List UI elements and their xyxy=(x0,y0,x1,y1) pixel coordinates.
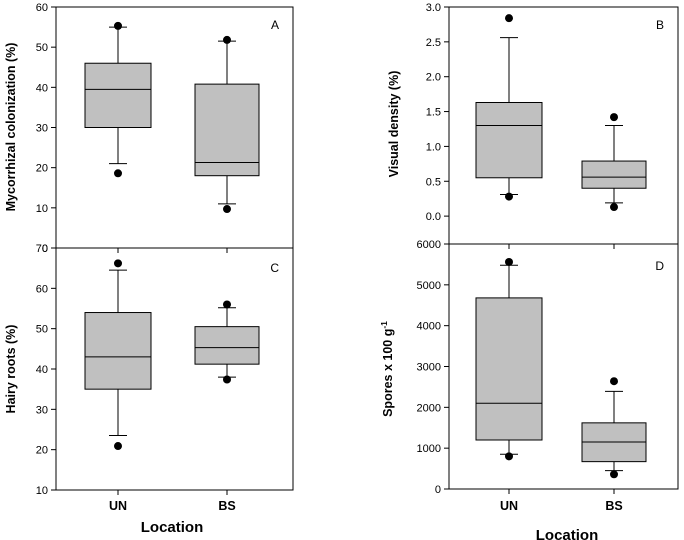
outlier-point-d-un xyxy=(505,257,513,266)
y-tick-label-c: 20 xyxy=(36,445,48,457)
outlier-point-a-bs xyxy=(223,35,231,44)
y-tick-label-c: 60 xyxy=(36,283,48,295)
y-tick-label-d: 0 xyxy=(435,484,441,496)
outlier-point-c-un xyxy=(114,442,122,451)
outlier-point-c-un xyxy=(114,259,122,268)
outlier-point-c-bs xyxy=(223,375,231,384)
y-tick-label-b: 1.5 xyxy=(426,107,441,119)
y-tick-label-b: 0.0 xyxy=(426,211,441,223)
y-tick-label-c: 50 xyxy=(36,324,48,336)
y-tick-label-a: 60 xyxy=(36,2,48,14)
panel-b: 0.0 0.5 1.0 1.5 2.0 2.5 3.0 B Visual density (%) xyxy=(387,2,679,249)
category-label-bs: BS xyxy=(605,499,622,513)
category-label-bs: BS xyxy=(218,499,235,513)
outlier-point-b-bs xyxy=(610,203,618,212)
y-tick-label-c: 70 xyxy=(36,243,48,255)
x-axis-label-left: Location xyxy=(141,519,204,536)
y-tick-label-b: 3.0 xyxy=(426,2,441,14)
y-tick-label-d: 2000 xyxy=(417,402,441,414)
box-c-un xyxy=(84,312,152,390)
y-tick-label-a: 40 xyxy=(36,82,48,94)
panel-letter-b: B xyxy=(656,18,664,32)
category-label-un: UN xyxy=(109,499,127,513)
y-tick-label-d: 6000 xyxy=(417,239,441,251)
x-axis-label-right: Location xyxy=(536,527,599,540)
y-tick-label-d: 3000 xyxy=(417,362,441,374)
y-tick-label-a: 30 xyxy=(36,123,48,135)
y-tick-label-d: 4000 xyxy=(417,321,441,333)
y-tick-label-d: 5000 xyxy=(417,280,441,292)
y-tick-label-a: 10 xyxy=(36,203,48,215)
panel-letter-c: C xyxy=(270,261,279,275)
outlier-point-d-bs xyxy=(610,470,618,479)
outlier-point-c-bs xyxy=(223,300,231,309)
category-label-un: UN xyxy=(500,499,518,513)
y-tick-label-b: 1.0 xyxy=(426,141,441,153)
y-axis-label-d: Spores x 100 g-1 xyxy=(379,321,395,417)
outlier-point-a-un xyxy=(114,169,122,178)
outlier-point-b-un xyxy=(505,14,513,23)
outlier-point-a-un xyxy=(114,21,122,30)
y-tick-label-c: 10 xyxy=(36,485,48,497)
panel-letter-d: D xyxy=(655,259,664,273)
panel-a: 0 10 20 30 40 50 60 A Mycorrhizal colonization (… xyxy=(4,2,294,255)
y-tick-label-b: 0.5 xyxy=(426,176,441,188)
y-axis-label-b: Visual density (%) xyxy=(387,71,401,178)
panel-c: 10 20 30 40 50 60 70 UN BS C Hairy roots (%) xyxy=(4,243,294,513)
outlier-point-b-bs xyxy=(610,113,618,122)
y-tick-label-d: 1000 xyxy=(417,443,441,455)
y-axis-label-a: Mycorrhizal colonization (%) xyxy=(4,43,18,212)
y-tick-label-c: 30 xyxy=(36,404,48,416)
y-tick-label-b: 2.0 xyxy=(426,72,441,84)
outlier-point-b-un xyxy=(505,192,513,201)
y-tick-label-a: 50 xyxy=(36,42,48,54)
box-a-un xyxy=(84,62,152,129)
y-tick-label-a: 0 xyxy=(42,243,48,255)
box-d-un xyxy=(475,297,543,441)
outlier-point-d-un xyxy=(505,452,513,461)
y-tick-label-a: 20 xyxy=(36,163,48,175)
panel-d: 0 1000 2000 3000 4000 5000 6000 UN BS D Spores x 1… xyxy=(379,239,679,513)
box-a-bs xyxy=(194,83,260,177)
outlier-point-a-bs xyxy=(223,205,231,214)
y-tick-label-c: 40 xyxy=(36,364,48,376)
y-tick-label-b: 2.5 xyxy=(426,37,441,49)
outlier-point-d-bs xyxy=(610,377,618,386)
box-b-bs xyxy=(581,160,647,189)
box-b-un xyxy=(475,101,543,179)
box-c-bs xyxy=(194,326,260,365)
panel-letter-a: A xyxy=(271,18,279,32)
y-axis-label-c: Hairy roots (%) xyxy=(4,325,18,414)
